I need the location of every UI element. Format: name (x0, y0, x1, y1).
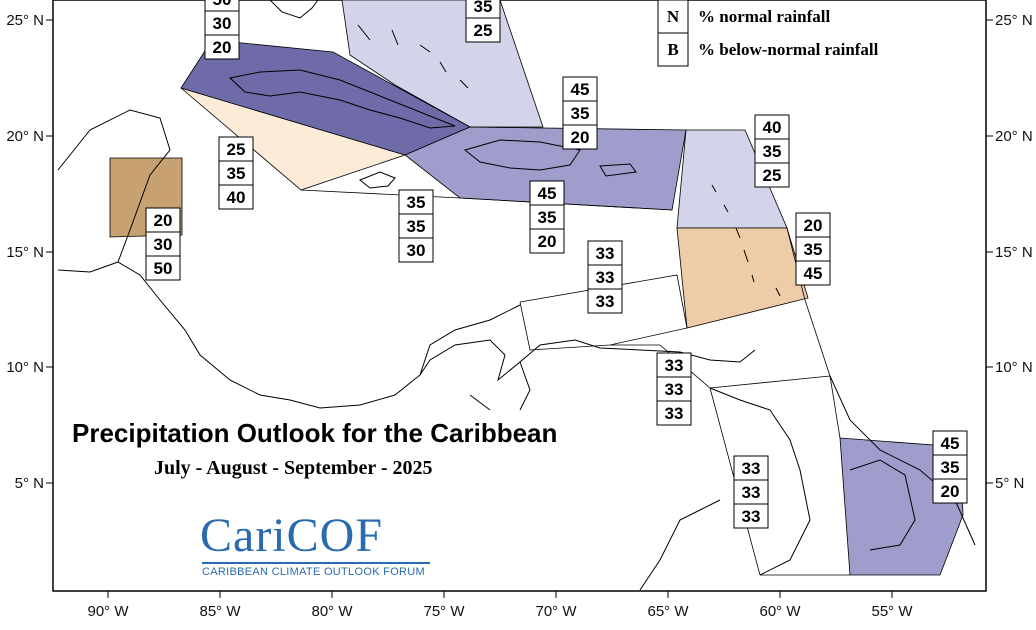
lon-label: 65° W (647, 603, 689, 620)
probability-value: 35 (407, 193, 426, 212)
probability-value: 20 (804, 216, 823, 235)
lat-label-left: 10° N (6, 359, 44, 376)
lon-label: 75° W (423, 603, 465, 620)
probability-value: 50 (154, 259, 173, 278)
lon-label: 55° W (871, 603, 913, 620)
probability-value: 45 (941, 434, 960, 453)
probability-value: 33 (742, 507, 761, 526)
probability-value: 33 (742, 483, 761, 502)
lat-label-left: 15° N (6, 244, 44, 261)
probability-value: 33 (665, 380, 684, 399)
probability-value: 45 (538, 184, 557, 203)
lat-label-left: 25° N (6, 12, 44, 29)
coastlines (57, 0, 976, 591)
value-box-leeward-islands: 40 35 25 (754, 114, 790, 188)
probability-value: 33 (742, 459, 761, 478)
lon-label: 90° W (87, 603, 129, 620)
value-box-suriname-french-guiana: 45 35 20 (932, 430, 968, 504)
value-box-jamaica: 35 35 30 (398, 189, 434, 263)
lon-label: 85° W (199, 603, 241, 620)
probability-value: 25 (763, 166, 782, 185)
caricof-logo: CariCOF CARIBBEAN CLIMATE OUTLOOK FORUM (200, 512, 435, 582)
probability-value: 50 (213, 0, 232, 9)
legend-key-n: N (667, 7, 680, 26)
lat-label-right: 25° N (995, 12, 1033, 29)
probability-value: 25 (227, 140, 246, 159)
value-box-caribbean-sea-south: 45 35 20 (529, 180, 565, 254)
logo-cari: Cari (200, 509, 287, 562)
probability-value: 20 (213, 38, 232, 57)
lat-label-left: 5° N (15, 475, 44, 492)
logo-wordmark: CariCOF (200, 512, 383, 560)
probability-value: 33 (665, 356, 684, 375)
zone-windward (676, 227, 809, 329)
map-subtitle: July - August - September - 2025 (154, 457, 433, 479)
lat-label-right: 15° N (995, 244, 1033, 261)
probability-value: 45 (804, 264, 823, 283)
value-box-trinidad-tobago: 33 33 33 (656, 352, 692, 426)
lat-label-left: 20° N (6, 128, 44, 145)
logo-cof: COF (286, 509, 384, 562)
logo-subtitle: CARIBBEAN CLIMATE OUTLOOK FORUM (202, 566, 426, 578)
probability-value: 33 (665, 404, 684, 423)
probability-value: 30 (407, 241, 426, 260)
map-title: Precipitation Outlook for the Caribbean (72, 418, 558, 448)
legend-text-b: % below-normal rainfall (698, 40, 879, 59)
lat-label-right: 5° N (995, 475, 1024, 492)
lon-label: 70° W (535, 603, 577, 620)
logo-divider (202, 562, 430, 564)
probability-value: 25 (474, 21, 493, 40)
probability-value: 20 (538, 232, 557, 251)
value-box-cuba: 50 30 20 (204, 0, 240, 60)
value-box-hispaniola-puerto-rico: 45 35 20 (562, 76, 598, 150)
probability-value: 35 (804, 240, 823, 259)
lon-label: 60° W (759, 603, 801, 620)
probability-value: 35 (538, 208, 557, 227)
value-box-gulf-of-mexico-cayman: 25 35 40 (218, 136, 254, 210)
probability-value: 35 (227, 164, 246, 183)
probability-value: 35 (474, 0, 493, 16)
lat-label-right: 20° N (995, 128, 1033, 145)
probability-value: 33 (596, 292, 615, 311)
legend-key-b: B (667, 40, 678, 59)
zone-hispaniola (404, 126, 687, 211)
lat-label-right: 10° N (995, 359, 1033, 376)
probability-value: 20 (154, 211, 173, 230)
probability-value: 33 (596, 268, 615, 287)
probability-value: 40 (227, 188, 246, 207)
legend-text-n: % normal rainfall (698, 7, 830, 26)
probability-value: 40 (763, 118, 782, 137)
lon-label: 80° W (311, 603, 353, 620)
probability-value: 35 (571, 104, 590, 123)
probability-value: 35 (763, 142, 782, 161)
probability-value: 30 (213, 14, 232, 33)
value-boxes: 3525503020453520403525203545253540203050… (145, 0, 968, 529)
probability-value: 33 (596, 244, 615, 263)
graticule-ticks: 25° N 25° N 20° N 20° N 15° N 15° N 10° N 10° N… (6, 12, 1032, 620)
value-box-belize: 20 30 50 (145, 207, 181, 281)
value-box-abc-islands: 33 33 33 (587, 240, 623, 314)
probability-value: 35 (941, 458, 960, 477)
value-box-guyana: 33 33 33 (733, 455, 769, 529)
probability-value: 35 (407, 217, 426, 236)
legend: N % normal rainfall B % below-normal rai… (657, 0, 879, 67)
probability-value: 30 (154, 235, 173, 254)
value-box-windward-islands: 20 35 45 (795, 212, 831, 286)
probability-value: 20 (941, 482, 960, 501)
probability-value: 20 (571, 128, 590, 147)
probability-value: 45 (571, 80, 590, 99)
